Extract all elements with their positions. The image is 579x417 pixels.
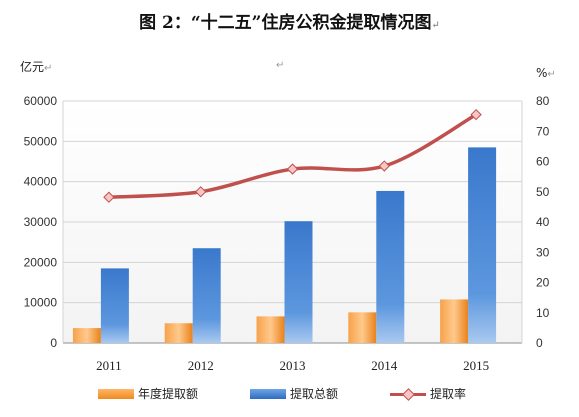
legend-item-annual: 年度提取额 bbox=[98, 385, 198, 402]
left-tick-label: 40000 bbox=[24, 175, 58, 189]
left-tick-label: 20000 bbox=[24, 255, 58, 269]
x-tick-label: 2011 bbox=[96, 358, 122, 373]
left-tick-label: 60000 bbox=[24, 94, 58, 108]
bar-annual-2013 bbox=[256, 316, 285, 343]
rate-line bbox=[103, 108, 482, 203]
right-tick-label: 50 bbox=[536, 185, 550, 199]
paragraph-mark: ↵ bbox=[276, 60, 285, 71]
right-tick-label: 80 bbox=[536, 94, 550, 108]
x-tick-label: 2012 bbox=[188, 358, 214, 373]
bar-annual-2014 bbox=[348, 312, 377, 343]
axis-ticks: 0 10000 20000 30000 40000 50000 60000 0 10 20 30 40… bbox=[24, 94, 550, 373]
bar-total-2011 bbox=[100, 268, 129, 343]
right-tick-label: 40 bbox=[536, 215, 550, 229]
left-tick-label: 0 bbox=[50, 336, 57, 350]
right-tick-label: 70 bbox=[536, 124, 550, 138]
bar-total-2014 bbox=[376, 190, 405, 343]
bars bbox=[72, 147, 497, 343]
legend-swatch-blue bbox=[250, 388, 286, 399]
left-tick-label: 30000 bbox=[24, 215, 58, 229]
right-tick-label: 20 bbox=[536, 276, 550, 290]
bar-total-2012 bbox=[192, 248, 221, 343]
legend-swatch-orange bbox=[98, 388, 134, 399]
rate-point-2013 bbox=[286, 163, 299, 175]
right-tick-label: 60 bbox=[536, 155, 550, 169]
bar-annual-2011 bbox=[72, 328, 101, 343]
right-tick-label: 30 bbox=[536, 245, 550, 259]
left-tick-label: 10000 bbox=[24, 296, 58, 310]
left-axis-unit: 亿元↵ bbox=[20, 60, 53, 74]
legend-swatch-line bbox=[390, 389, 426, 399]
right-tick-label: 10 bbox=[536, 306, 550, 320]
bar-total-2015 bbox=[468, 147, 497, 343]
x-tick-label: 2015 bbox=[463, 358, 489, 373]
legend-item-rate: 提取率 bbox=[390, 385, 466, 402]
bar-total-2013 bbox=[284, 221, 313, 343]
bar-annual-2015 bbox=[440, 299, 469, 343]
bar-annual-2012 bbox=[164, 323, 193, 343]
rate-point-2012 bbox=[195, 186, 207, 198]
rate-point-2014 bbox=[378, 160, 390, 172]
left-tick-label: 50000 bbox=[24, 134, 58, 148]
right-tick-label: 0 bbox=[536, 336, 543, 350]
legend: 年度提取额 提取总额 提取率 bbox=[0, 385, 579, 407]
x-tick-label: 2013 bbox=[280, 358, 306, 373]
rate-point-2015 bbox=[470, 108, 482, 121]
x-tick-label: 2014 bbox=[371, 358, 398, 373]
legend-item-total: 提取总额 bbox=[250, 385, 338, 402]
rate-point-2011 bbox=[103, 191, 115, 203]
chart-title: 图 2：“十二五”住房公积金提取情况图↵ bbox=[139, 13, 440, 33]
right-axis-unit: %↵ bbox=[536, 66, 556, 80]
